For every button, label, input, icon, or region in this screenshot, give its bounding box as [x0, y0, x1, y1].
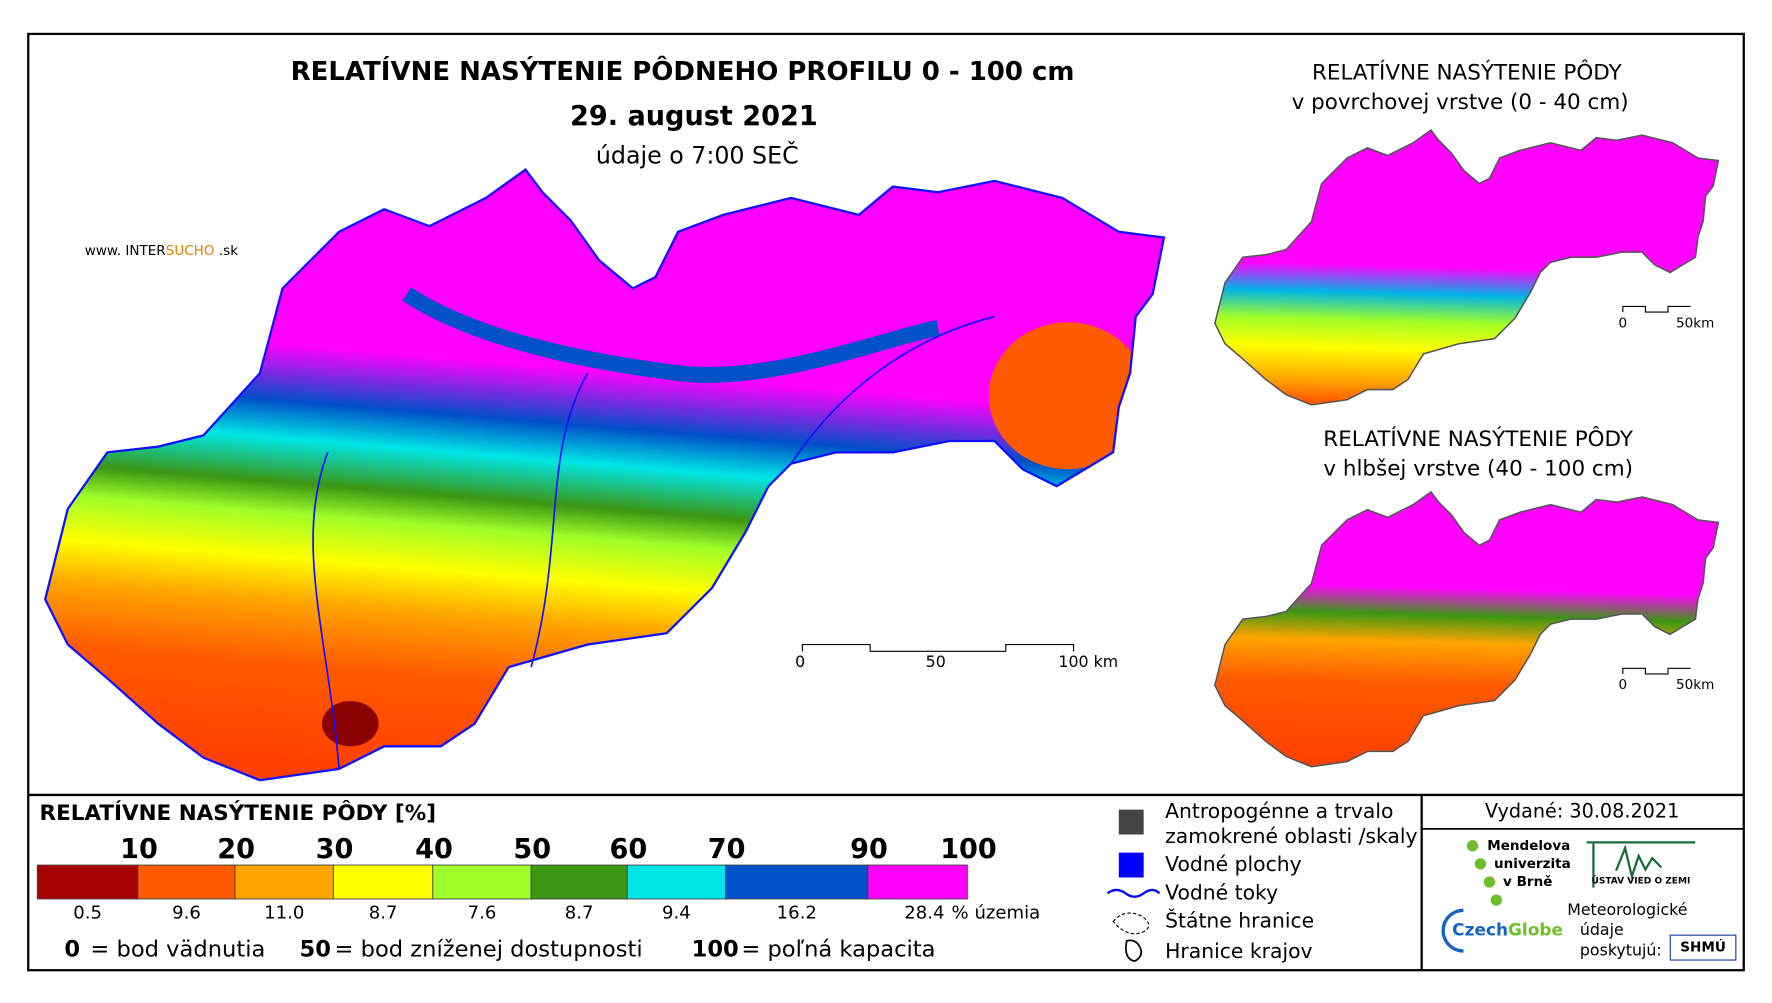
inset-subtitle: v hlbšej vrstve (40 - 100 cm) [1323, 456, 1633, 481]
scale-label: 0 [795, 652, 805, 671]
legend-swatch [332, 864, 434, 900]
provider-logos: Mendelova univerzita v Brně ÚSTAV VIED O… [1441, 838, 1737, 961]
legend-swatch [725, 864, 869, 900]
legend-share: 9.4 [662, 903, 691, 924]
legend-share: 28.4 [904, 903, 944, 924]
legend-bound: 90 [850, 834, 888, 865]
legend-bound: 10 [120, 834, 158, 865]
legend-title: RELATÍVNE NASÝTENIE PÔDY [%] [40, 800, 436, 826]
legend-share: 7.6 [468, 903, 497, 924]
legend-note-label: = poľná kapacita [741, 936, 935, 962]
provider-text: poskytujú: [1580, 940, 1662, 959]
legend-swatch [432, 864, 532, 900]
legend-swatch [234, 864, 334, 900]
symbol-region [1125, 939, 1143, 963]
legend-swatch [626, 864, 726, 900]
legend-share: 11.0 [264, 903, 304, 924]
legend-bound: 30 [316, 834, 354, 865]
scale-bar [1622, 667, 1691, 675]
provider-text: SHMÚ [1680, 938, 1726, 956]
legend-note-value: 50 [299, 936, 330, 962]
symbol-water [1118, 852, 1144, 878]
website: www. INTERSUCHO .sk [85, 243, 238, 259]
legend-swatch [530, 864, 628, 900]
symbol-label: Vodné plochy [1165, 852, 1302, 876]
legend-share-unit: % územia [952, 903, 1041, 924]
legend-share: 16.2 [777, 903, 817, 924]
provider-text: Mendelova [1487, 838, 1570, 854]
symbol-label: zamokrené oblasti /skaly [1165, 824, 1417, 848]
scale-label: 50km [1676, 315, 1714, 331]
symbol-label: Hranice krajov [1165, 939, 1312, 963]
legend-share: 8.7 [565, 903, 594, 924]
issued: Vydané: 30.08.2021 [1485, 799, 1679, 822]
scale-label: 50 [926, 652, 946, 671]
scale-label: 50km [1676, 677, 1714, 693]
provider-text: univerzita [1494, 856, 1571, 872]
inset-title: RELATÍVNE NASÝTENIE PÔDY [1323, 426, 1634, 452]
legend-share: 8.7 [369, 903, 398, 924]
legend-bound: 100 [940, 834, 997, 865]
provider-text: Meteorologické [1567, 900, 1687, 919]
legend-note-value: 100 [692, 936, 739, 962]
symbol-label: Štátne hranice [1165, 908, 1314, 933]
scale-label: 0 [1619, 315, 1628, 331]
inset-title: RELATÍVNE NASÝTENIE PÔDY [1312, 59, 1623, 85]
symbol-label: Antropogénne a trvalo [1165, 799, 1393, 823]
legend-bound: 20 [217, 834, 255, 865]
scale-bar [801, 643, 1075, 652]
legend-swatch [867, 864, 968, 900]
legend: 0.5 9.6 11.0 8.7 7.6 8.7 9.4 16.2 28.4 % územia 10… [36, 834, 1041, 962]
symbol-label: Vodné toky [1165, 880, 1278, 904]
scale-bar [1622, 305, 1691, 313]
legend-share: 0.5 [73, 903, 102, 924]
date: 29. august 2021 [570, 101, 818, 132]
legend-swatch [137, 864, 236, 900]
legend-bound: 60 [609, 834, 647, 865]
provider-text: CzechGlobe [1452, 920, 1563, 940]
legend-bound: 50 [513, 834, 551, 865]
legend-share: 9.6 [172, 903, 201, 924]
legend-note-label: = bod vädnutia [90, 936, 265, 962]
title: RELATÍVNE NASÝTENIE PÔDNEHO PROFILU 0 - … [291, 55, 1075, 87]
provider-text: ÚSTAV VIED O ZEMI [1591, 874, 1690, 886]
legend-bound: 70 [708, 834, 746, 865]
scale-label: 0 [1619, 677, 1628, 693]
symbol-urban [1118, 809, 1144, 835]
symbol-border [1112, 912, 1150, 935]
legend-bound: 40 [415, 834, 453, 865]
scale-label: 100 km [1058, 652, 1118, 671]
legend-note-value: 0 [64, 936, 80, 962]
legend-swatch [36, 864, 139, 900]
legend-note-label: = bod zníženej dostupnosti [335, 936, 643, 962]
time-note: údaje o 7:00 SEČ [596, 142, 799, 170]
symbol-river [1106, 888, 1161, 898]
provider-text: údaje [1580, 920, 1624, 939]
inset-subtitle: v povrchovej vrstve (0 - 40 cm) [1292, 90, 1629, 115]
main-map [44, 168, 1166, 782]
provider-text: v Brně [1503, 874, 1552, 890]
